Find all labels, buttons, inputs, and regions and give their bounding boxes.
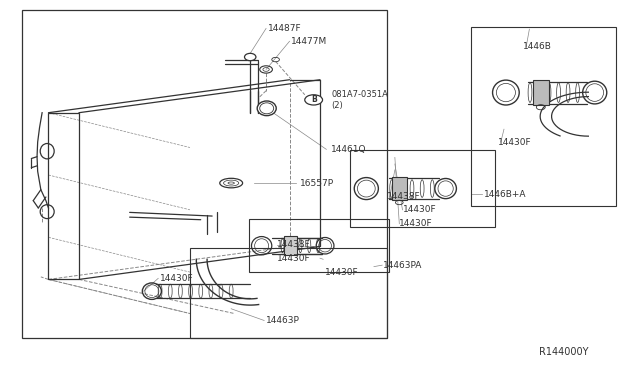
Text: 14430F: 14430F xyxy=(325,268,358,277)
Text: 14477M: 14477M xyxy=(291,37,328,46)
Bar xyxy=(22,10,387,338)
Text: 14463P: 14463P xyxy=(266,316,300,325)
Text: 1446B+A: 1446B+A xyxy=(484,190,526,199)
Text: 14463PA: 14463PA xyxy=(383,261,423,270)
Text: 16557P: 16557P xyxy=(300,179,334,187)
Circle shape xyxy=(305,95,323,105)
Text: 14430F: 14430F xyxy=(277,254,310,263)
Bar xyxy=(190,248,387,338)
Text: 14430F: 14430F xyxy=(498,138,531,147)
Ellipse shape xyxy=(257,101,276,116)
Text: 14430F: 14430F xyxy=(160,274,194,283)
Text: R144000Y: R144000Y xyxy=(539,347,588,357)
Text: 14487F: 14487F xyxy=(268,24,301,33)
Bar xyxy=(249,219,388,272)
Text: 14461Q: 14461Q xyxy=(332,145,367,154)
Bar xyxy=(471,26,616,206)
Bar xyxy=(392,177,407,200)
Ellipse shape xyxy=(220,178,243,188)
Text: 1446B: 1446B xyxy=(523,42,552,51)
Text: B: B xyxy=(311,95,317,105)
Text: 14438F: 14438F xyxy=(387,192,420,202)
Text: 14430F: 14430F xyxy=(403,205,436,214)
Bar xyxy=(351,150,495,227)
Bar xyxy=(284,236,296,255)
Ellipse shape xyxy=(244,53,256,61)
Text: 081A7-0351A
(2): 081A7-0351A (2) xyxy=(332,90,388,110)
Bar xyxy=(532,80,549,105)
Text: 14438F: 14438F xyxy=(277,240,310,249)
Bar xyxy=(49,113,79,279)
Text: 14430F: 14430F xyxy=(399,219,433,228)
